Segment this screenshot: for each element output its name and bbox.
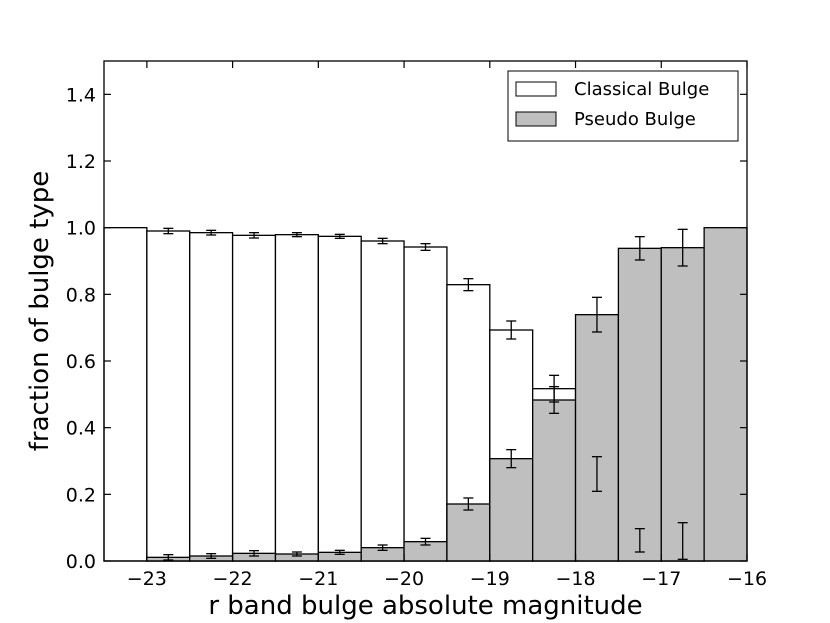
errorbar-series1-bin5: [334, 549, 345, 555]
errorbar-series0-bin6: [377, 237, 388, 245]
errorbar-series1-bin8: [463, 497, 474, 511]
errorbar-series0-bin9: [506, 320, 517, 340]
bar-series1-bin14: [703, 227, 748, 562]
bar-series0-bin6: [360, 240, 405, 562]
bar-series0-bin3: [231, 234, 277, 562]
legend-swatch-pseudo-bulge: [515, 111, 557, 127]
y-tick-label: 0.8: [66, 284, 96, 306]
errorbar-series0-bin7: [420, 243, 431, 251]
y-tick-label: 0.2: [66, 484, 96, 506]
bar-series1-bin11: [574, 314, 620, 562]
legend-label-pseudo-bulge: Pseudo Bulge: [574, 109, 696, 130]
errorbar-series0-bin3: [249, 232, 260, 239]
errorbar-series1-bin3: [249, 550, 260, 557]
x-tick-label: −22: [213, 568, 253, 590]
legend-label-classical-bulge: Classical Bulge: [574, 79, 709, 100]
errorbar-series0-bin2: [206, 229, 217, 236]
errorbar-series0-bin1: [163, 227, 174, 235]
errorbar-series1-bin4: [291, 551, 302, 557]
bar-series1-bin10: [532, 399, 577, 562]
bar-series1-bin9: [489, 458, 534, 562]
errorbar-series1-bin1: [163, 554, 174, 561]
errorbar-series0-bin8: [463, 278, 474, 292]
y-axis-label: fraction of bulge type: [25, 171, 55, 452]
bar-series0-bin5: [317, 235, 362, 562]
bar-series1-bin8: [446, 503, 491, 562]
bar-series0-bin4: [274, 234, 319, 562]
errorbar-series0-bin11: [591, 456, 602, 492]
errorbar-series0-bin4: [291, 232, 302, 238]
bar-series0-bin2: [189, 232, 234, 562]
y-tick-label: 0.4: [66, 418, 96, 440]
bar-series1-bin12: [617, 247, 662, 562]
errorbar-series1-bin10: [549, 386, 560, 414]
x-tick-label: −18: [555, 568, 595, 590]
x-tick-label: −17: [641, 568, 681, 590]
x-tick-label: −20: [384, 568, 424, 590]
bar-series0-bin1: [146, 230, 191, 562]
y-tick-label: 1.4: [66, 84, 96, 106]
legend: Classical Bulge Pseudo Bulge: [507, 70, 739, 142]
x-tick-label: −23: [127, 568, 167, 590]
x-tick-label: −19: [470, 568, 510, 590]
x-axis-label: r band bulge absolute magnitude: [208, 591, 642, 621]
errorbar-series0-bin12: [634, 528, 645, 553]
y-tick-label: 0.0: [66, 551, 96, 573]
bar-series0-bin0: [103, 227, 148, 562]
legend-swatch-classical-bulge: [515, 81, 557, 97]
errorbar-series1-bin11: [591, 296, 602, 333]
y-tick-label: 0.6: [66, 351, 96, 373]
errorbar-series1-bin7: [420, 537, 431, 546]
bar-series1-bin13: [660, 247, 705, 562]
errorbar-series0-bin13: [677, 522, 688, 560]
x-tick-label: −21: [298, 568, 338, 590]
errorbar-series1-bin2: [206, 553, 217, 559]
errorbar-series1-bin9: [506, 449, 517, 469]
bar-series0-bin7: [403, 246, 448, 562]
y-tick-label: 1.0: [66, 218, 96, 240]
ticks-layer: −23 −22 −21 −20 −19 −18 −17 −16 0.0 0.2 0.4 0.6 0.8 1…: [66, 61, 767, 590]
plot-area-frame: [103, 60, 748, 562]
errorbars-layer: [163, 227, 688, 561]
errorbar-series0-bin5: [334, 233, 345, 239]
bars-layer: [103, 227, 748, 562]
errorbar-series1-bin12: [634, 236, 645, 261]
y-tick-label: 1.2: [66, 151, 96, 173]
x-tick-label: −16: [727, 568, 767, 590]
errorbar-series1-bin6: [377, 544, 388, 551]
errorbar-series1-bin13: [677, 228, 688, 267]
